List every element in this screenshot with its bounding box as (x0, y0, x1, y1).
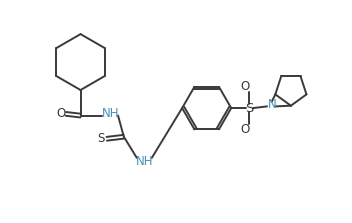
Text: S: S (97, 132, 105, 145)
Text: S: S (245, 102, 253, 115)
Text: O: O (240, 81, 250, 93)
Text: NH: NH (101, 107, 119, 120)
Text: O: O (240, 123, 250, 136)
Text: NH: NH (136, 155, 153, 168)
Text: O: O (56, 107, 66, 120)
Text: N: N (268, 98, 276, 111)
